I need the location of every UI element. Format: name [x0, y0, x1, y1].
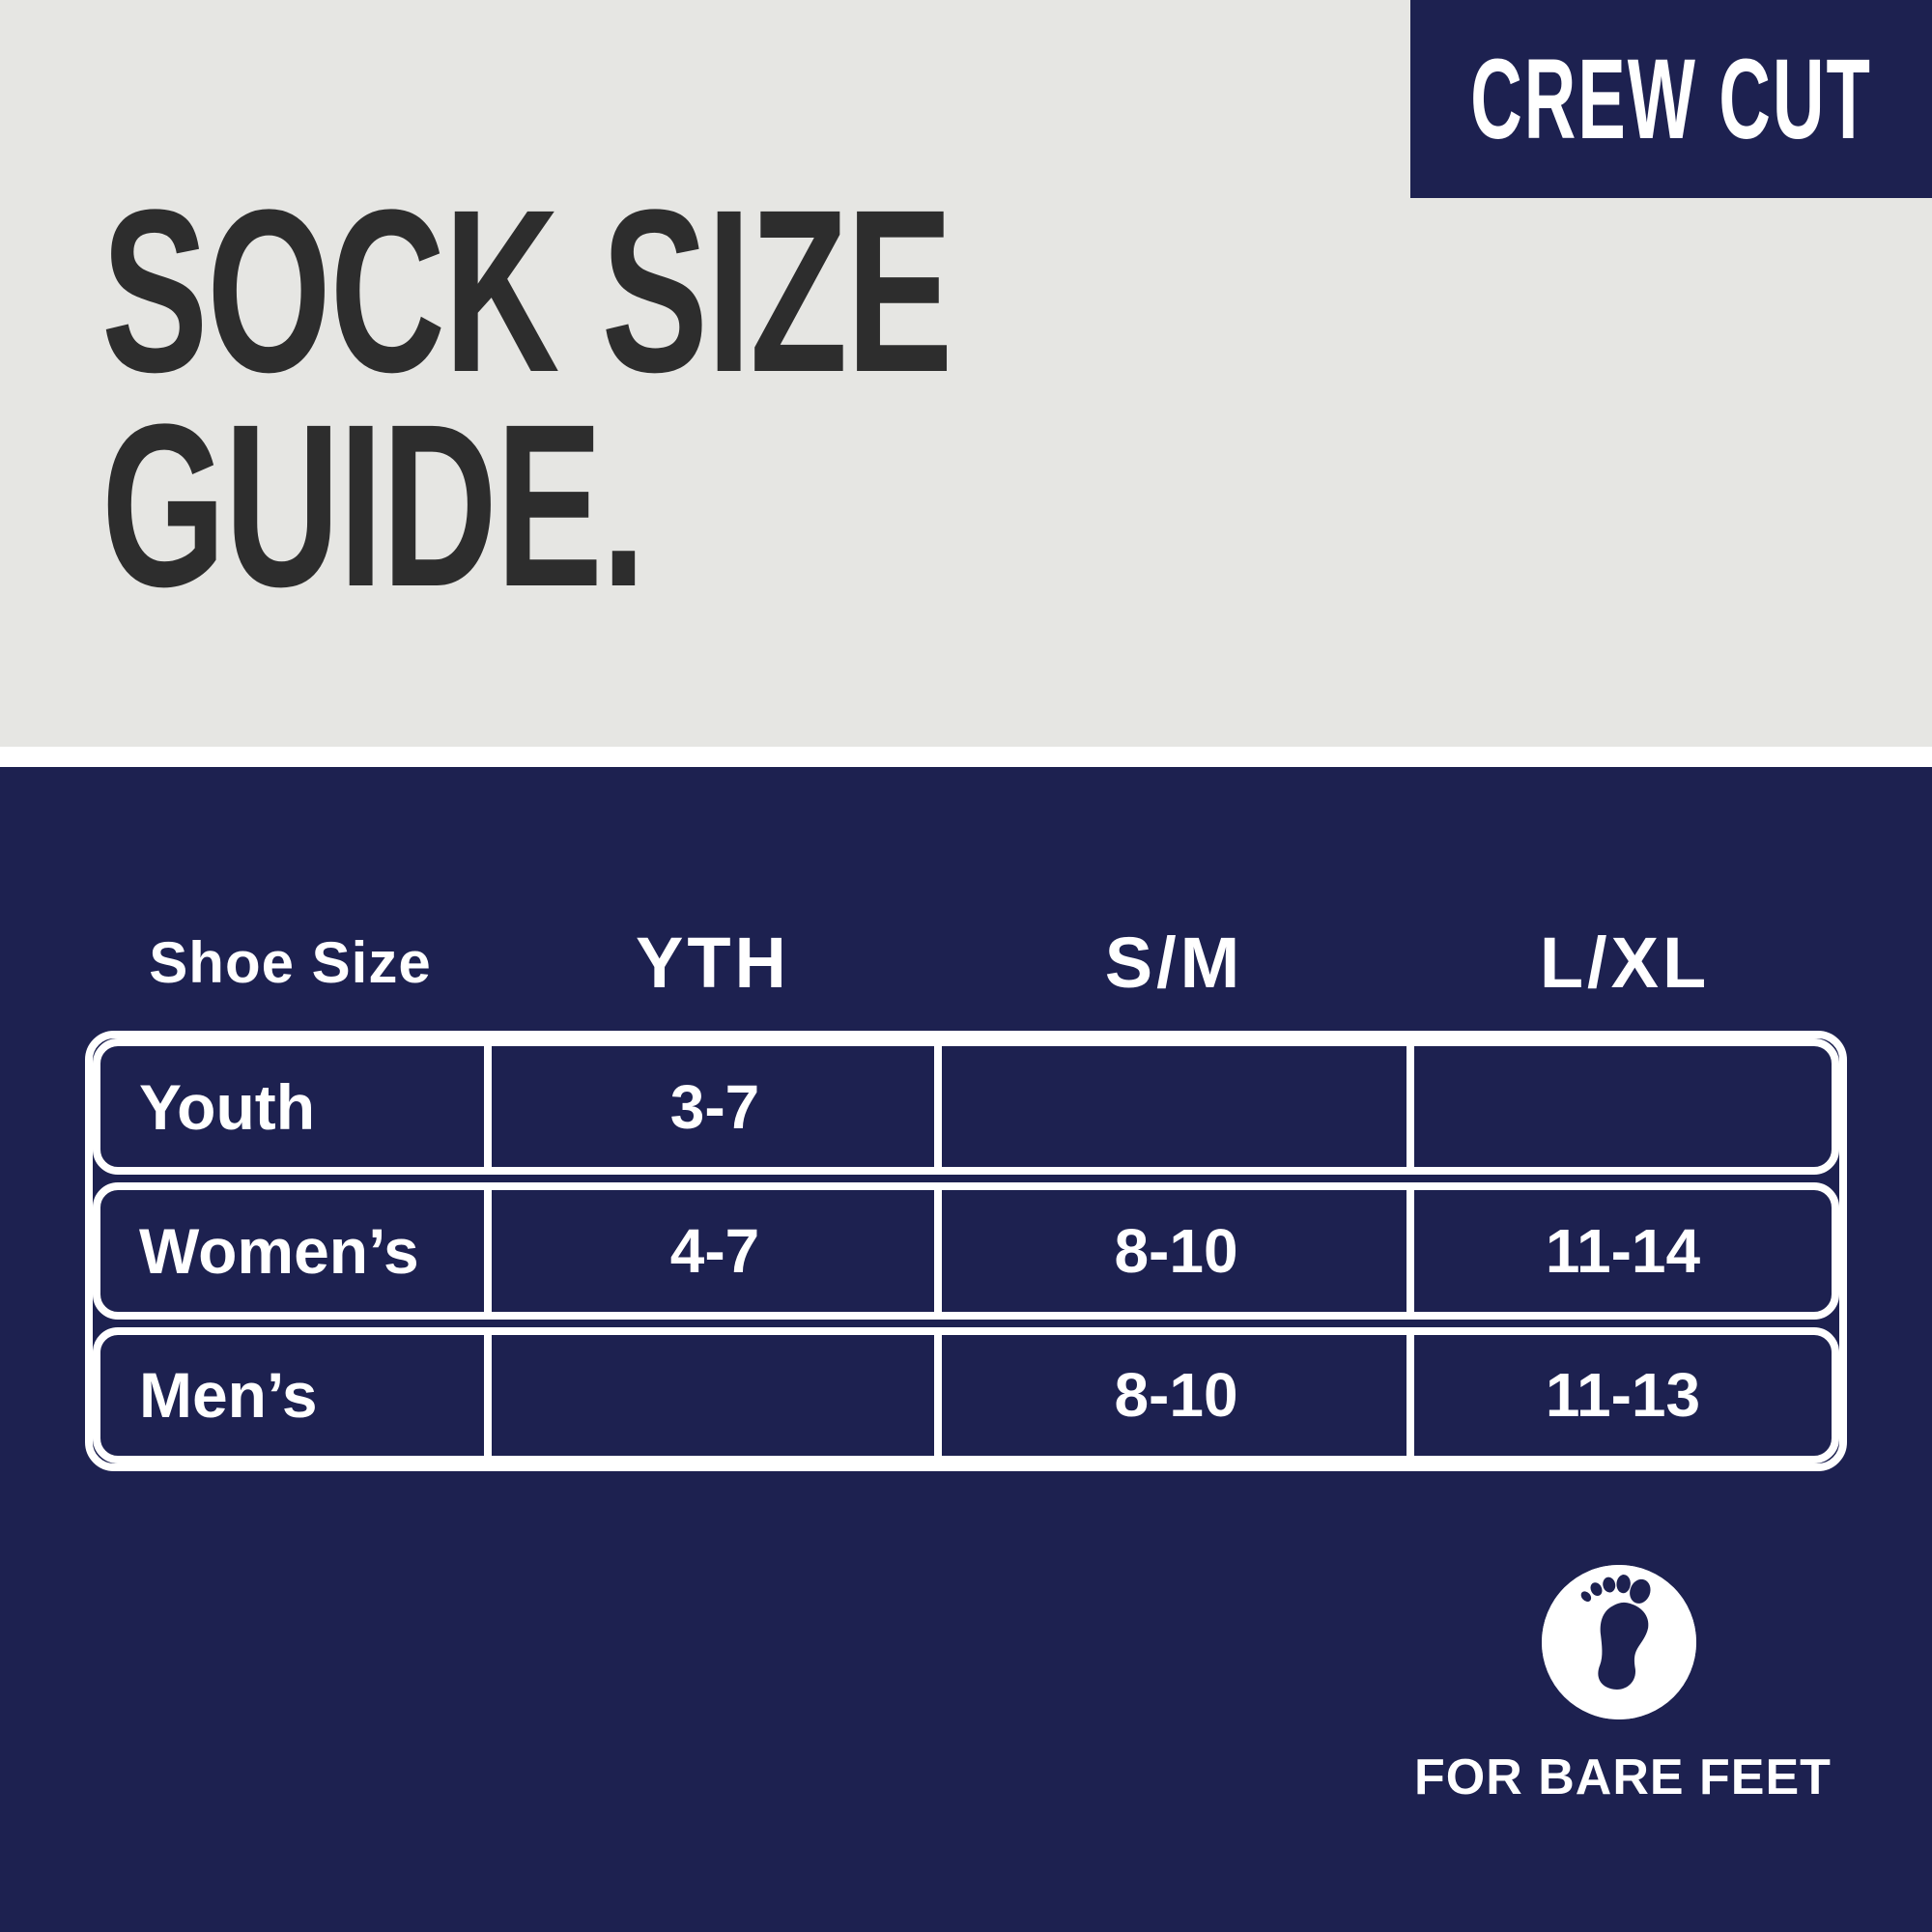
brand-name: FOR BARE FEET	[1414, 1749, 1832, 1805]
row-label: Women’s	[139, 1214, 419, 1287]
column-separator	[934, 1046, 942, 1168]
table-row-mens: Men’s 8-10 11-13	[93, 1326, 1839, 1463]
column-header-yth: YTH	[636, 922, 790, 1003]
column-separator	[484, 1334, 492, 1456]
cell-youth-yth: 3-7	[669, 1071, 760, 1142]
column-header-sm: S/M	[1104, 922, 1244, 1003]
title-line-2: GUIDE.	[101, 376, 646, 635]
page-title: SOCK SIZE GUIDE.	[101, 161, 1334, 635]
title-line-1: SOCK SIZE	[101, 161, 952, 420]
size-table: Youth 3-7 Women’s 4-7 8-10 11-14 Men’s 8…	[85, 1031, 1847, 1471]
column-separator	[1406, 1190, 1414, 1312]
row-label: Youth	[139, 1070, 316, 1143]
column-separator	[934, 1334, 942, 1456]
cell-mens-lxl: 11-13	[1545, 1360, 1701, 1431]
column-header-shoe-size: Shoe Size	[149, 929, 432, 995]
section-divider	[0, 747, 1932, 767]
column-separator	[934, 1190, 942, 1312]
brand-logo	[1542, 1565, 1696, 1719]
cell-womens-yth: 4-7	[669, 1215, 760, 1286]
crew-cut-badge: CREW CUT	[1410, 0, 1932, 198]
table-row-youth: Youth 3-7	[93, 1038, 1839, 1176]
cell-womens-lxl: 11-14	[1545, 1215, 1701, 1286]
footprint-icon	[1542, 1565, 1696, 1719]
column-separator	[1406, 1334, 1414, 1456]
column-separator	[1406, 1046, 1414, 1168]
table-row-womens: Women’s 4-7 8-10 11-14	[93, 1182, 1839, 1320]
column-separator	[484, 1190, 492, 1312]
cell-mens-sm: 8-10	[1114, 1360, 1238, 1431]
column-header-lxl: L/XL	[1539, 922, 1711, 1003]
badge-label: CREW CUT	[1470, 35, 1872, 163]
cell-womens-sm: 8-10	[1114, 1215, 1238, 1286]
column-separator	[484, 1046, 492, 1168]
row-label: Men’s	[139, 1359, 318, 1432]
